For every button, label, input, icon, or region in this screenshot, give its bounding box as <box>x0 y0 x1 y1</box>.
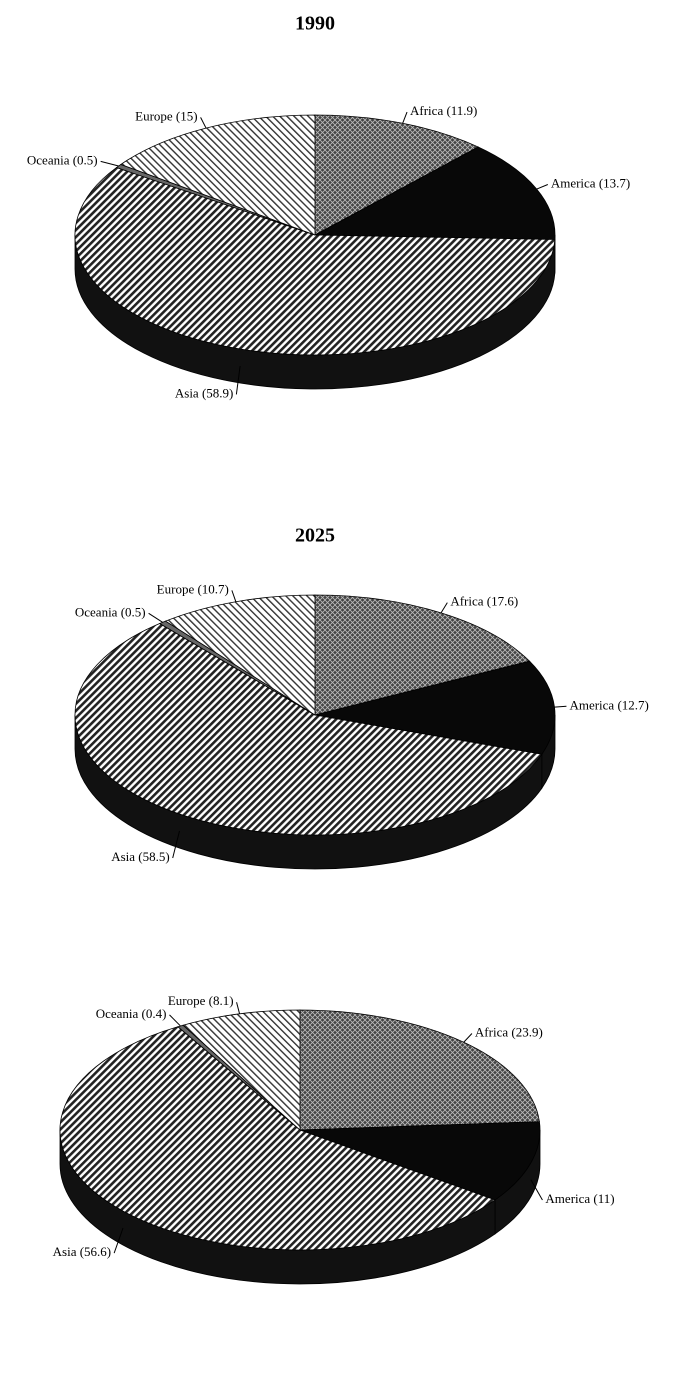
leader-line <box>402 111 408 124</box>
slice-label: America (12.7) <box>569 697 648 712</box>
slice-label: Africa (11.9) <box>410 103 477 118</box>
leader-line <box>100 160 119 167</box>
leader-line <box>536 184 549 190</box>
pie-slice <box>74 167 556 356</box>
slice-label: Oceania (0.5) <box>75 604 146 619</box>
leader-line <box>530 1179 543 1201</box>
slice-label: Europe (8.1) <box>168 993 234 1008</box>
slice-label: Oceania (0.4) <box>96 1006 167 1021</box>
slice-label: Oceania (0.5) <box>27 152 98 167</box>
pie-slice <box>313 146 556 240</box>
leader-line <box>440 602 448 614</box>
chart-title: 1990 <box>295 13 335 35</box>
slice-label: Asia (58.9) <box>175 385 234 400</box>
slice-label: America (13.7) <box>551 175 630 190</box>
leader-line <box>463 1033 473 1043</box>
chart-title: 2025 <box>295 525 335 547</box>
leader-line <box>169 1014 181 1027</box>
slice-label: Europe (15) <box>135 108 197 123</box>
leader-line <box>113 1227 124 1254</box>
pie-slice <box>74 623 543 836</box>
slice-label: Asia (56.6) <box>53 1244 112 1259</box>
slice-label: Africa (23.9) <box>475 1024 543 1039</box>
leader-line <box>554 705 567 708</box>
pie-slice <box>299 1009 540 1131</box>
pie-slice <box>314 660 556 755</box>
pie-slice <box>314 594 531 716</box>
leader-line <box>231 590 237 602</box>
pie-slice <box>164 594 316 716</box>
leader-line <box>235 365 241 395</box>
slice-label: Europe (10.7) <box>157 581 229 596</box>
leader-line <box>148 612 163 623</box>
pie-slice <box>119 114 316 236</box>
slice-label: America (11) <box>545 1191 614 1206</box>
pie-slice <box>59 1026 496 1251</box>
leader-line <box>236 1002 241 1014</box>
slice-label: Africa (17.6) <box>450 594 518 609</box>
pie-slice <box>299 1121 541 1201</box>
leader-line <box>172 830 180 859</box>
pie-slice <box>182 1009 301 1131</box>
leader-line <box>200 117 207 129</box>
slice-label: Asia (58.5) <box>111 849 170 864</box>
